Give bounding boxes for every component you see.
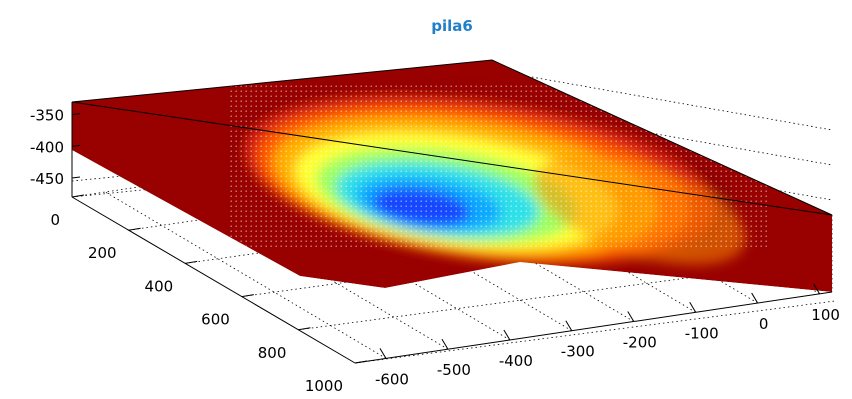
- y-tick-label: 400: [145, 277, 174, 295]
- z-tick-label: -350: [30, 107, 64, 125]
- surface-outline: [71, 59, 833, 216]
- chart-title: pila6: [431, 17, 473, 35]
- y-tick-mark: [71, 194, 85, 198]
- tick-marks: [71, 113, 821, 364]
- x-tick-label: -200: [623, 334, 657, 352]
- y-tick-label: 600: [201, 311, 230, 329]
- y-tick-mark: [128, 227, 141, 231]
- y-tick-mark: [298, 327, 311, 331]
- x-tick-mark: [689, 302, 697, 313]
- x-tick-mark: [751, 292, 759, 304]
- x-axis-line: [354, 291, 833, 364]
- x-tick-mark: [627, 311, 635, 322]
- z-tick-mark: [71, 113, 81, 116]
- z-tick-mark: [71, 144, 81, 147]
- y-tick-mark: [354, 360, 368, 364]
- z-tick-label: -450: [30, 170, 64, 188]
- y-tick-mark: [185, 260, 198, 264]
- x-tick-mark: [813, 283, 821, 295]
- x-tick-label: -600: [375, 370, 409, 388]
- y-tick-mark: [241, 294, 254, 298]
- x-tick-mark: [503, 329, 511, 341]
- z-tick-label: -400: [30, 138, 64, 156]
- y-tick-label: 0: [50, 211, 60, 229]
- y-tick-label: 200: [88, 244, 117, 262]
- x-tick-mark: [565, 320, 573, 331]
- surface: [72, 60, 832, 292]
- floor-grid-line: [105, 192, 387, 359]
- x-tick-label: -100: [685, 324, 719, 342]
- x-tick-label: 0: [759, 315, 769, 333]
- y-tick-label: 800: [258, 344, 287, 362]
- z-tick-mark: [71, 176, 81, 179]
- x-tick-label: 100: [811, 306, 840, 324]
- y-axis-line: [71, 196, 356, 364]
- y-tick-label: 1000: [305, 377, 343, 395]
- x-tick-mark: [441, 338, 449, 350]
- x-tick-label: -400: [499, 352, 533, 370]
- x-tick-label: -300: [561, 343, 595, 361]
- x-tick-label: -500: [437, 361, 471, 379]
- surface-mesh-dots: [230, 85, 770, 250]
- x-tick-mark: [379, 348, 387, 359]
